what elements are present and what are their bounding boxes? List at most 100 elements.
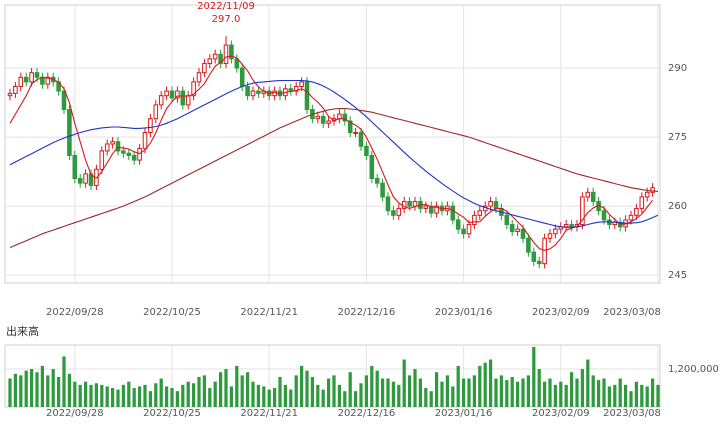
moving-average-line bbox=[9, 108, 659, 249]
candle-body bbox=[542, 237, 547, 265]
candle-body bbox=[428, 205, 434, 214]
volume-bar bbox=[110, 388, 115, 407]
y-tick-label: 290 bbox=[668, 63, 687, 74]
volume-bar bbox=[294, 375, 298, 407]
candle-body bbox=[67, 108, 72, 157]
candle-body bbox=[61, 90, 67, 110]
volume-bar bbox=[429, 391, 433, 407]
volume-bar bbox=[596, 380, 601, 407]
volume-bar bbox=[505, 380, 509, 407]
volume-bar bbox=[353, 391, 358, 407]
volume-bar bbox=[364, 375, 369, 407]
volume-bar bbox=[197, 376, 201, 407]
x-tick-label: 2022/10/25 bbox=[143, 408, 201, 419]
volume-bar bbox=[186, 381, 190, 407]
candle-body bbox=[590, 191, 596, 203]
candle-body bbox=[223, 44, 229, 64]
candle-body bbox=[77, 178, 83, 184]
volume-bar bbox=[623, 384, 628, 407]
volume-bar bbox=[424, 388, 428, 407]
candle-body bbox=[353, 131, 358, 134]
candle-body bbox=[218, 53, 223, 64]
volume-bar bbox=[386, 378, 390, 407]
moving-average-line bbox=[9, 55, 654, 251]
candle-body bbox=[369, 155, 375, 180]
volume-bar bbox=[580, 369, 585, 407]
candle-body bbox=[461, 228, 466, 235]
volume-bar bbox=[310, 376, 315, 407]
volume-bar bbox=[289, 389, 293, 407]
candle-body bbox=[520, 228, 526, 239]
candle-body bbox=[450, 205, 456, 221]
volume-bar bbox=[629, 391, 633, 407]
volume-bar bbox=[137, 386, 142, 407]
x-tick-label: 2022/12/16 bbox=[338, 307, 396, 318]
volume-bar bbox=[89, 384, 93, 407]
x-tick-label: 2023/02/09 bbox=[532, 307, 590, 318]
candle-body bbox=[423, 205, 429, 209]
volume-bar bbox=[407, 375, 412, 407]
candle-body bbox=[488, 201, 493, 207]
candle-body bbox=[380, 182, 385, 198]
candle-body bbox=[121, 150, 126, 154]
volume-bar bbox=[343, 391, 347, 407]
x-tick-label: 2022/11/21 bbox=[240, 408, 298, 419]
volume-bar bbox=[488, 359, 493, 407]
candle-body bbox=[45, 76, 51, 85]
candle-body bbox=[131, 155, 137, 161]
candle-body bbox=[169, 90, 175, 99]
candle-body bbox=[191, 81, 196, 97]
candle-body bbox=[299, 81, 304, 87]
annotation-date: 2022/11/09 bbox=[197, 1, 255, 12]
volume-bar bbox=[299, 365, 304, 407]
candle-body bbox=[509, 224, 515, 232]
pane-title: 出来高 bbox=[6, 324, 39, 338]
volume-bar bbox=[267, 389, 271, 407]
volume-bar bbox=[132, 388, 136, 407]
volume-bar bbox=[143, 384, 147, 407]
volume-bar bbox=[78, 384, 82, 407]
candle-body bbox=[569, 224, 574, 228]
volume-bar bbox=[494, 378, 498, 407]
annotation-value: 297.0 bbox=[212, 14, 241, 25]
x-tick-label: 2023/01/16 bbox=[435, 307, 493, 318]
candle-body bbox=[585, 191, 591, 198]
x-tick-label: 2023/02/09 bbox=[532, 408, 590, 419]
candle-body bbox=[374, 178, 380, 184]
candle-body bbox=[412, 201, 418, 207]
candle-body bbox=[158, 95, 164, 106]
candle-body bbox=[288, 88, 294, 92]
volume-bar bbox=[526, 375, 531, 407]
volume-bar bbox=[46, 375, 50, 407]
volume-bar bbox=[51, 369, 55, 407]
volume-bar bbox=[8, 378, 12, 407]
volume-bar bbox=[548, 378, 552, 407]
volume-bar bbox=[483, 362, 487, 407]
candle-body bbox=[229, 44, 234, 60]
volume-bar bbox=[569, 372, 574, 407]
volume-bar bbox=[380, 378, 385, 407]
volume-bar bbox=[235, 365, 239, 407]
candle-body bbox=[515, 228, 520, 232]
volume-bar bbox=[607, 386, 612, 407]
volume-bar bbox=[262, 386, 266, 407]
candle-body bbox=[245, 85, 250, 97]
volume-bar bbox=[170, 388, 174, 407]
volume-bar bbox=[402, 359, 406, 407]
candle-body bbox=[315, 115, 321, 120]
volume-bar bbox=[164, 386, 169, 407]
candle-body bbox=[137, 148, 142, 161]
moving-average-line bbox=[9, 79, 659, 228]
volume-bar bbox=[100, 384, 104, 407]
volume-bar bbox=[245, 372, 250, 407]
volume-bar bbox=[321, 389, 325, 407]
volume-bar bbox=[94, 383, 99, 407]
volume-bar bbox=[56, 376, 61, 407]
candle-body bbox=[115, 141, 121, 152]
volume-bar bbox=[515, 381, 520, 407]
volume-bar bbox=[461, 378, 466, 407]
candle-body bbox=[547, 233, 553, 239]
candle-body bbox=[628, 214, 634, 221]
volume-bar bbox=[440, 381, 444, 407]
candle-body bbox=[391, 210, 396, 216]
